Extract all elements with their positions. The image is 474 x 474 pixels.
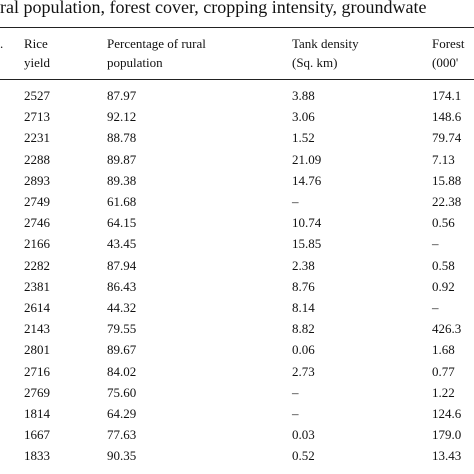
rural-population-cell: 89.67	[107, 342, 137, 358]
rural-population-cell: 44.32	[107, 300, 137, 315]
rice-yield-cell: 2716	[24, 363, 50, 379]
forest-cell: 179.0	[432, 427, 462, 443]
tank-density-cell: 0.52	[292, 448, 315, 464]
rural-population-cell: 84.02	[107, 363, 137, 379]
rice-yield-cell: 2143	[24, 321, 50, 337]
tank-density-cell: 8.14	[292, 300, 315, 315]
forest-cell: 1.68	[432, 342, 455, 358]
rural-population-cell: 64.29	[107, 406, 137, 421]
rural-population-cell: 43.45	[107, 236, 137, 252]
tank-density-cell: 21.09	[292, 151, 322, 167]
rice-yield-cell: 2746	[24, 215, 50, 231]
rice-yield-cell: 2166	[24, 236, 50, 252]
header-rule	[0, 79, 474, 80]
forest-cell: 0.58	[432, 257, 455, 273]
tank-density-cell: 15.85	[292, 236, 322, 252]
tank-density-cell: 0.03	[292, 427, 315, 443]
tank-density-cell: 14.76	[292, 172, 322, 188]
tank-density-cell: 0.06	[292, 342, 315, 358]
forest-cell: 0.77	[432, 363, 455, 379]
forest-cell: 7.13	[432, 151, 455, 167]
table-title: ral population, forest cover, cropping i…	[0, 0, 427, 17]
rural-population-cell: 75.60	[107, 384, 137, 400]
forest-cell: 1.22	[432, 384, 455, 400]
rural-population-cell: 87.94	[107, 257, 137, 273]
rice-yield-cell: 2749	[24, 194, 50, 209]
rural-population-cell: 61.68	[107, 194, 137, 209]
rice-yield-cell: 2288	[24, 151, 50, 167]
rural-population-cell: 90.35	[107, 448, 137, 464]
rice-yield-cell: 1814	[24, 406, 50, 421]
rural-population-cell: 89.38	[107, 172, 137, 188]
forest-cell: 426.3	[432, 321, 462, 337]
tank-density-cell: 3.88	[292, 88, 315, 103]
tank-density-cell: 1.52	[292, 130, 315, 146]
rice-yield-cell: 2801	[24, 342, 50, 358]
rural-population-cell: 64.15	[107, 215, 137, 231]
rice-yield-cell: 2769	[24, 384, 50, 400]
rural-population-cell: 86.43	[107, 278, 137, 294]
header-tank-density: Tank density (Sq. km)	[292, 36, 359, 70]
top-rule	[0, 27, 474, 28]
header-rural-population: Percentage of rural population	[107, 36, 206, 70]
rice-yield-cell: 2282	[24, 257, 50, 273]
header-forest: Forest (000'	[432, 36, 465, 70]
rural-population-cell: 79.55	[107, 321, 137, 337]
rural-population-cell: 92.12	[107, 109, 137, 125]
forest-cell: 79.74	[432, 130, 462, 146]
tank-density-cell: –	[292, 406, 299, 421]
rural-population-cell: 87.97	[107, 88, 137, 103]
forest-cell: 15.88	[432, 172, 462, 188]
header-col-index: .	[0, 36, 4, 51]
rice-yield-cell: 1833	[24, 448, 50, 464]
rural-population-cell: 88.78	[107, 130, 137, 146]
forest-cell: –	[432, 300, 439, 315]
tank-density-cell: 10.74	[292, 215, 322, 231]
tank-density-cell: 8.82	[292, 321, 315, 337]
forest-cell: 0.56	[432, 215, 455, 231]
tank-density-cell: 2.38	[292, 257, 315, 273]
forest-cell: –	[432, 236, 439, 252]
tank-density-cell: 8.76	[292, 278, 315, 294]
rice-yield-cell: 2614	[24, 300, 50, 315]
rural-population-cell: 77.63	[107, 427, 137, 443]
rice-yield-cell: 2231	[24, 130, 50, 146]
rural-population-cell: 89.87	[107, 151, 137, 167]
forest-cell: 148.6	[432, 109, 462, 125]
rice-yield-cell: 2713	[24, 109, 50, 125]
header-rice-yield: Rice yield	[24, 36, 50, 70]
forest-cell: 174.1	[432, 88, 462, 103]
tank-density-cell: 3.06	[292, 109, 315, 125]
rice-yield-cell: 1667	[24, 427, 50, 443]
tank-density-cell: –	[292, 384, 299, 400]
forest-cell: 22.38	[432, 194, 462, 209]
tank-density-cell: –	[292, 194, 299, 209]
tank-density-cell: 2.73	[292, 363, 315, 379]
rice-yield-cell: 2893	[24, 172, 50, 188]
forest-cell: 124.6	[432, 406, 462, 421]
forest-cell: 13.43	[432, 448, 462, 464]
forest-cell: 0.92	[432, 278, 455, 294]
rice-yield-cell: 2527	[24, 88, 50, 103]
rice-yield-cell: 2381	[24, 278, 50, 294]
